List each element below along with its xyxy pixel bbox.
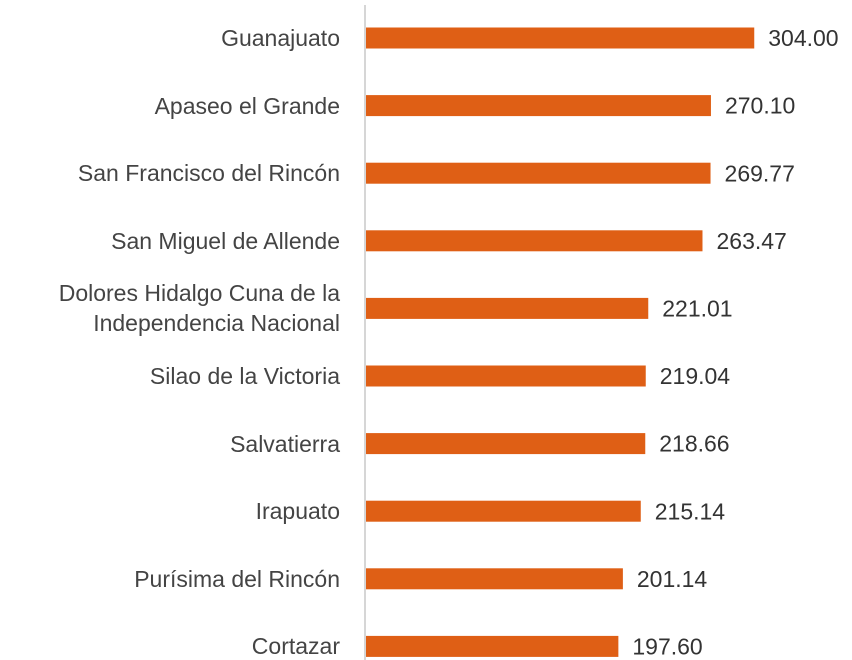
category-label: San Francisco del Rincón [77, 160, 340, 187]
category-label: Apaseo el Grande [154, 92, 340, 119]
bar [366, 95, 711, 117]
bar [366, 230, 703, 252]
bar [366, 365, 646, 387]
value-label: 221.01 [662, 295, 732, 321]
category-label: Salvatierra [230, 430, 340, 457]
value-label: 269.77 [725, 160, 795, 186]
bar [366, 27, 755, 49]
bar [366, 500, 641, 522]
bar [366, 433, 646, 455]
value-label: 197.60 [632, 633, 702, 659]
category-label: Silao de la Victoria [149, 363, 340, 389]
value-label: 218.66 [659, 431, 729, 457]
category-label: Irapuato [255, 498, 340, 525]
bar [366, 635, 619, 657]
bar [366, 162, 711, 184]
category-label: Purísima del Rincón [134, 565, 340, 592]
value-label: 215.14 [655, 498, 726, 524]
value-label: 219.04 [660, 363, 731, 389]
bar [366, 568, 623, 590]
bar [366, 297, 649, 319]
value-label: 304.00 [768, 25, 838, 51]
category-label: Guanajuato [221, 25, 340, 51]
value-label: 263.47 [716, 228, 786, 254]
category-label: San Miguel de Allende [111, 227, 340, 254]
category-label: Dolores Hidalgo Cuna de la Independencia… [58, 280, 340, 337]
value-label: 201.14 [637, 566, 708, 592]
value-label: 270.10 [725, 93, 795, 119]
category-label: Cortazar [251, 633, 340, 660]
